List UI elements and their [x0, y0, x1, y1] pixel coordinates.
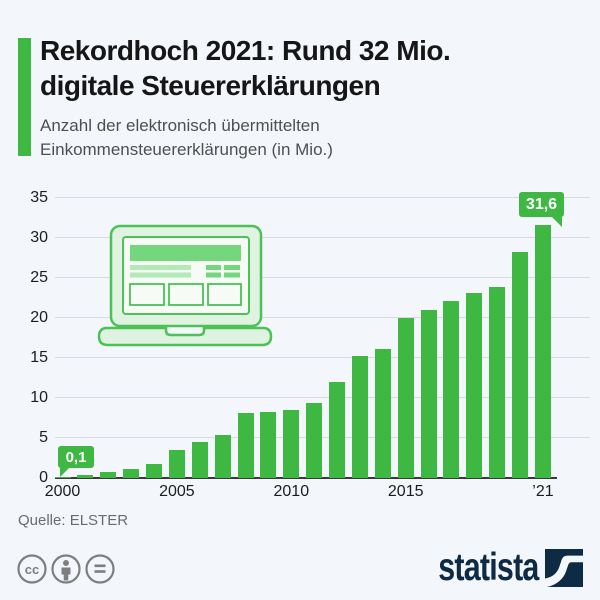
statista-logo-mark [545, 549, 583, 587]
bar-2003 [123, 469, 140, 478]
bar-2005 [168, 450, 185, 478]
gridline-25 [55, 277, 590, 278]
y-tick-10: 10 [30, 389, 48, 406]
annotation-first-value: 0,1 [58, 446, 94, 477]
bar-2001 [77, 474, 94, 478]
y-tick-20: 20 [30, 309, 48, 326]
bar-2020 [512, 252, 529, 478]
cc-icon[interactable]: cc [17, 554, 47, 584]
y-tick-15: 15 [30, 349, 48, 366]
form-cell [224, 265, 240, 270]
bar-2012 [329, 382, 346, 478]
bar-2007 [214, 434, 231, 478]
statista-logo[interactable]: statista [410, 546, 583, 590]
y-tick-30: 30 [30, 229, 48, 246]
bar-2004 [146, 463, 163, 478]
gridline-5 [55, 437, 590, 438]
attribution-icon[interactable] [51, 554, 81, 584]
form-box [168, 283, 204, 306]
title-accent-bar [18, 38, 31, 156]
x-tick-2000: 2000 [44, 483, 81, 500]
bar-2019 [489, 286, 506, 478]
gridline-20 [55, 317, 590, 318]
form-text-line [130, 265, 191, 270]
form-cell [224, 272, 240, 278]
y-tick-5: 5 [39, 429, 48, 446]
title-line-2: digitale Steuererklärungen [40, 70, 381, 101]
page-title: Rekordhoch 2021: Rund 32 Mio. digitale S… [40, 33, 451, 103]
bar-2017 [443, 301, 460, 478]
bar-2014 [374, 349, 391, 478]
bar-2009 [260, 412, 277, 478]
bar-2006 [191, 442, 208, 478]
annotation-last-value: 31,6 [519, 192, 564, 227]
x-tick-2015: 2015 [387, 483, 424, 500]
laptop-base [97, 326, 273, 347]
subtitle-line-1: Anzahl der elektronisch übermittelten [40, 116, 320, 135]
form-header-bar [130, 245, 241, 261]
bar-2002 [100, 472, 117, 478]
bar-2010 [283, 410, 300, 478]
form-box [207, 283, 242, 306]
bar-2021 [534, 225, 551, 478]
chart-subtitle: Anzahl der elektronisch übermittelten Ei… [40, 114, 333, 162]
x-tick-2005: 2005 [159, 483, 195, 500]
annotation-last-value-text: 31,6 [525, 195, 558, 213]
title-line-1: Rekordhoch 2021: Rund 32 Mio. [40, 35, 451, 66]
annotation-first-value-text: 0,1 [65, 448, 87, 466]
form-text-line [130, 272, 191, 278]
gridline-10 [55, 397, 590, 398]
gridline-15 [55, 357, 590, 358]
bar-2008 [237, 413, 254, 478]
subtitle-line-2: Einkommensteuererklärungen (in Mio.) [40, 140, 333, 159]
y-tick-35: 35 [30, 189, 48, 206]
y-tick-25: 25 [30, 269, 48, 286]
gridline-30 [55, 237, 590, 238]
x-tick-2010: 2010 [273, 483, 310, 500]
bar-2013 [351, 356, 368, 478]
bar-2018 [466, 293, 483, 478]
equality-icon[interactable] [85, 554, 115, 584]
source-note: Quelle: ELSTER [18, 512, 129, 529]
form-cell [206, 265, 221, 270]
svg-text:cc: cc [25, 562, 39, 577]
license-icons: cc [17, 554, 115, 584]
laptop-illustration [97, 224, 273, 347]
bar-2015 [397, 318, 414, 478]
x-tick-2021: ’21 [532, 483, 554, 500]
gridline-35 [55, 197, 590, 198]
bar-2000 [54, 477, 71, 478]
statista-logo-text: statista [438, 546, 540, 589]
form-cell [206, 272, 221, 278]
bar-2016 [420, 310, 437, 478]
form-box [129, 283, 165, 306]
x-axis-line [55, 477, 557, 479]
y-tick-0: 0 [39, 469, 48, 486]
bar-2011 [306, 402, 323, 478]
